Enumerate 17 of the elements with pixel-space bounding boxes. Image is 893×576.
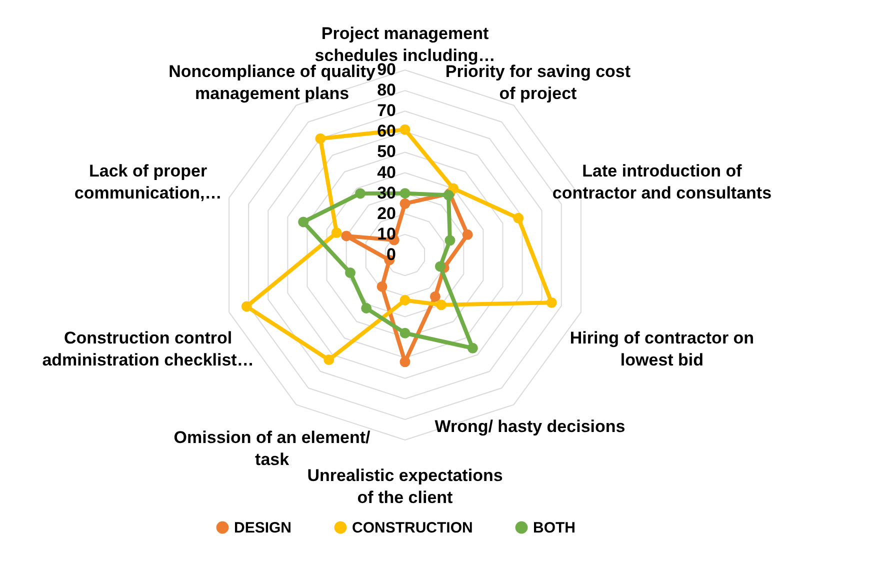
spoke-label: Noncompliance of quality management plans — [168, 62, 376, 104]
spoke-label: Wrong/ hasty decisions — [434, 416, 626, 436]
legend-label: CONSTRUCTION — [352, 520, 473, 537]
spoke-label: Late introduction of contractor and consultants — [552, 162, 772, 203]
y-tick-label: 70 — [377, 101, 396, 120]
y-tick-label: 40 — [377, 162, 396, 182]
y-tick-label: 20 — [377, 204, 396, 223]
legend-label: DESIGN — [234, 520, 292, 537]
spoke-label: Unrealistic expectations of the client — [307, 466, 503, 507]
spoke-label: Lack of proper communication,… — [74, 162, 222, 203]
spoke-label: Construction control administration checklist… — [42, 328, 254, 370]
legend-label: BOTH — [533, 520, 576, 537]
spoke-label: Omission of an element/ task — [174, 428, 371, 469]
y-tick-label: 80 — [377, 80, 396, 100]
y-tick-label: 50 — [377, 142, 396, 162]
y-tick-label: 90 — [377, 60, 396, 79]
spoke-label: Hiring of contractor on lowest bid — [570, 328, 754, 370]
